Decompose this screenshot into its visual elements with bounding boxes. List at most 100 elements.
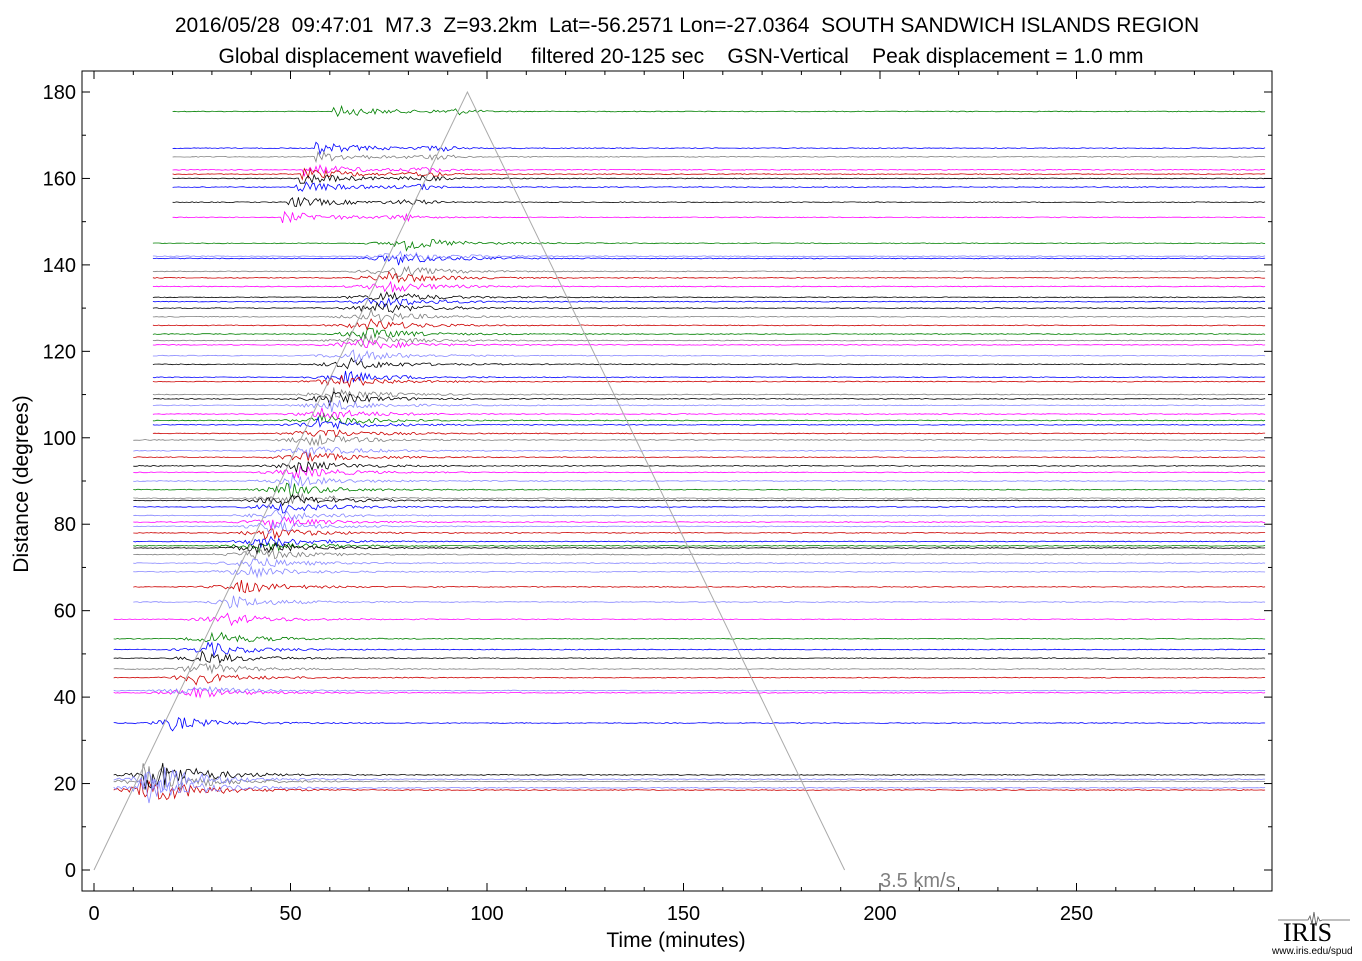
seismic-trace <box>133 493 1266 507</box>
seismic-trace <box>113 778 1266 801</box>
seismic-trace <box>133 557 1266 568</box>
seismic-trace <box>113 663 1266 675</box>
seismic-trace <box>152 318 1266 331</box>
velocity-annotation: 3.5 km/s <box>880 870 956 892</box>
seismic-trace <box>133 446 1266 458</box>
y-tick-label: 20 <box>54 774 76 796</box>
seismic-trace <box>152 400 1266 413</box>
y-axis: 0 20 40 60 80 100 120 140 160 180 <box>43 82 1272 882</box>
x-tick-label: 150 <box>667 903 700 925</box>
seismic-trace <box>133 520 1266 534</box>
x-axis: 0 50 100 150 200 250 <box>88 71 1235 925</box>
seismic-trace <box>172 197 1266 207</box>
seismic-trace <box>133 502 1266 514</box>
seismic-trace <box>172 104 1266 118</box>
seismic-trace <box>152 387 1266 403</box>
y-tick-label: 0 <box>65 860 76 882</box>
seismic-trace <box>152 327 1266 341</box>
seismic-trace <box>172 150 1266 164</box>
seismic-trace <box>133 535 1266 549</box>
y-tick-label: 180 <box>43 82 76 104</box>
seismic-trace <box>152 370 1266 384</box>
seismic-trace <box>113 685 1266 695</box>
velocity-reference-line <box>93 90 846 871</box>
seismic-trace <box>152 357 1266 370</box>
seismic-trace <box>113 673 1266 686</box>
seismic-trace <box>172 164 1266 178</box>
x-tick-label: 250 <box>1060 903 1093 925</box>
seismic-trace <box>113 763 1266 791</box>
seismic-trace <box>133 509 1266 521</box>
seismic-trace <box>172 173 1266 184</box>
seismic-trace <box>133 473 1266 489</box>
seismic-trace <box>133 434 1266 447</box>
seismic-trace <box>113 717 1266 732</box>
seismic-trace <box>172 167 1266 181</box>
seismic-trace <box>113 641 1266 657</box>
y-tick-label: 60 <box>54 601 76 623</box>
seismic-trace <box>152 307 1266 323</box>
seismic-trace <box>172 141 1266 156</box>
y-tick-label: 80 <box>54 514 76 536</box>
seismic-trace <box>152 412 1266 425</box>
seismic-trace <box>152 253 1266 266</box>
seismic-trace <box>133 482 1266 497</box>
seismic-trace <box>113 686 1266 699</box>
seismic-trace <box>113 612 1266 627</box>
seismic-trace <box>113 773 1266 804</box>
seismic-trace <box>152 333 1266 348</box>
seismic-trace <box>133 549 1266 561</box>
seismic-trace <box>152 375 1266 389</box>
seismic-trace <box>152 349 1266 364</box>
y-tick-label: 40 <box>54 687 76 709</box>
iris-logo: IRIS <box>1283 918 1333 947</box>
seismic-trace <box>152 297 1266 308</box>
x-tick-label: 50 <box>279 903 301 925</box>
seismic-trace <box>133 460 1266 473</box>
seismic-trace <box>152 250 1266 261</box>
seismic-trace <box>133 451 1266 462</box>
seismic-trace <box>113 767 1266 792</box>
x-tick-label: 100 <box>470 903 503 925</box>
y-tick-label: 100 <box>43 428 76 450</box>
seismic-trace <box>152 338 1266 349</box>
seismic-trace <box>172 181 1266 192</box>
logo-url: www.iris.edu/spud <box>1272 946 1353 957</box>
seismic-trace <box>152 407 1266 420</box>
seismic-trace <box>152 270 1266 284</box>
seismic-trace <box>113 631 1266 643</box>
y-tick-label: 140 <box>43 255 76 277</box>
seismic-trace <box>133 580 1266 594</box>
seismic-trace <box>152 280 1266 293</box>
y-axis-label: Distance (degrees) <box>10 395 33 572</box>
seismic-trace <box>113 762 1266 790</box>
y-tick-label: 160 <box>43 168 76 190</box>
seismic-trace <box>152 416 1266 430</box>
seismic-trace <box>152 301 1266 314</box>
seismic-trace <box>133 465 1266 480</box>
seismic-trace <box>152 429 1266 438</box>
seismic-trace <box>133 541 1266 554</box>
x-axis-label: Time (minutes) <box>606 929 745 952</box>
seismic-trace <box>113 650 1266 664</box>
chart-title-line2: Global displacement wavefield filtered 2… <box>218 45 1144 68</box>
seismic-trace <box>152 291 1266 301</box>
seismic-trace <box>152 239 1266 252</box>
x-tick-label: 200 <box>863 903 896 925</box>
x-tick-label: 0 <box>88 903 99 925</box>
seismic-trace <box>133 528 1266 540</box>
seismic-trace <box>172 210 1266 224</box>
seismic-trace <box>133 565 1266 579</box>
seismic-trace <box>133 492 1266 506</box>
seismogram-icon <box>1278 911 1350 927</box>
reference-line-group <box>93 90 846 871</box>
chart-title-line1: 2016/05/28 09:47:01 M7.3 Z=93.2km Lat=-5… <box>174 14 1200 37</box>
seismic-trace <box>133 542 1266 555</box>
y-tick-label: 120 <box>43 341 76 363</box>
seismic-trace <box>133 595 1266 609</box>
seismic-trace <box>133 516 1266 530</box>
traces-group <box>113 104 1266 804</box>
seismic-trace <box>152 391 1266 407</box>
seismic-trace <box>152 265 1266 279</box>
